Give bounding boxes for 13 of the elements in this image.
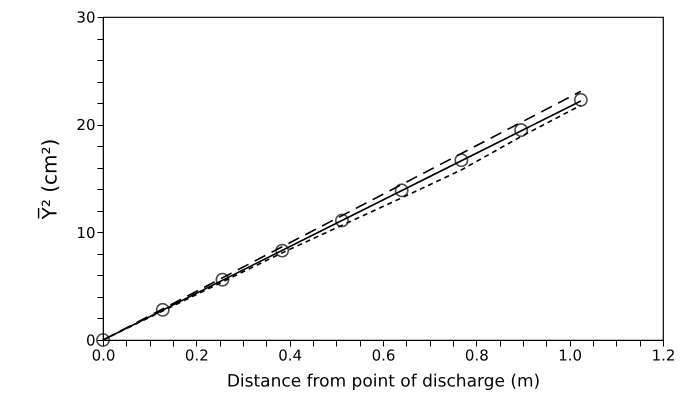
- y-tick-label: 10: [76, 224, 96, 242]
- x-tick-label: 0.6: [372, 346, 396, 364]
- y-tick-label: 30: [76, 8, 96, 26]
- x-tick-label: 0.8: [464, 346, 489, 364]
- y-tick-label: 20: [76, 116, 96, 134]
- x-tick-label: 0.2: [184, 346, 209, 364]
- x-tick-label: 1.0: [558, 346, 582, 364]
- x-axis-title: Distance from point of discharge (m): [226, 372, 540, 392]
- y-tick-label: 0: [86, 332, 96, 350]
- x-tick-label: 1.2: [652, 346, 676, 364]
- y-axis-title: Y̅² (cm²): [36, 138, 62, 220]
- x-tick-label: 0.4: [278, 346, 302, 364]
- x-tick-label: 0.0: [92, 346, 116, 364]
